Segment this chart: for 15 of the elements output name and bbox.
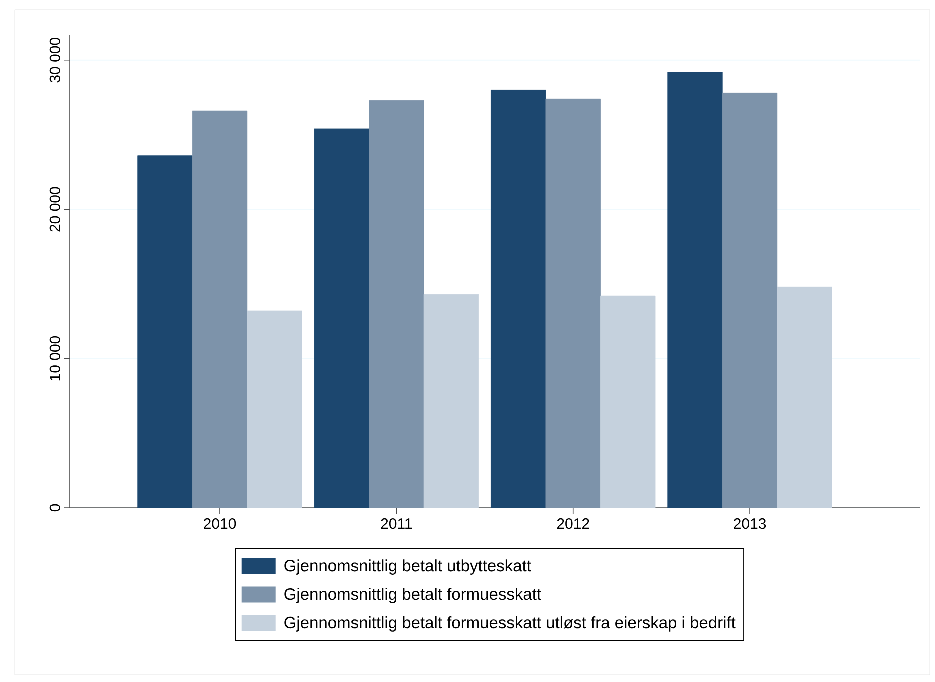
y-tick-label: 20 000 <box>50 187 60 232</box>
bar <box>722 92 778 508</box>
x-tick-label: 2012 <box>557 518 590 530</box>
x-tick-label: 2010 <box>204 518 236 530</box>
bar <box>192 110 248 508</box>
y-tick-label: 30 000 <box>50 38 60 83</box>
y-tick-label: 0 <box>50 504 60 512</box>
y-tick-label: 10 000 <box>50 336 60 381</box>
legend-label: Gjennomsnittlig betalt utbytteskatt <box>284 560 532 575</box>
bar <box>369 100 424 508</box>
legend-label: Gjennomsnittlig betalt formuesskatt utløst fra eierskap i bedrift <box>284 616 736 632</box>
legend-label: Gjennomsnittlig betalt formuesskatt <box>284 588 542 604</box>
bar <box>546 98 601 508</box>
x-tick-label: 2011 <box>381 518 412 530</box>
x-tick-label: 2013 <box>734 518 766 530</box>
